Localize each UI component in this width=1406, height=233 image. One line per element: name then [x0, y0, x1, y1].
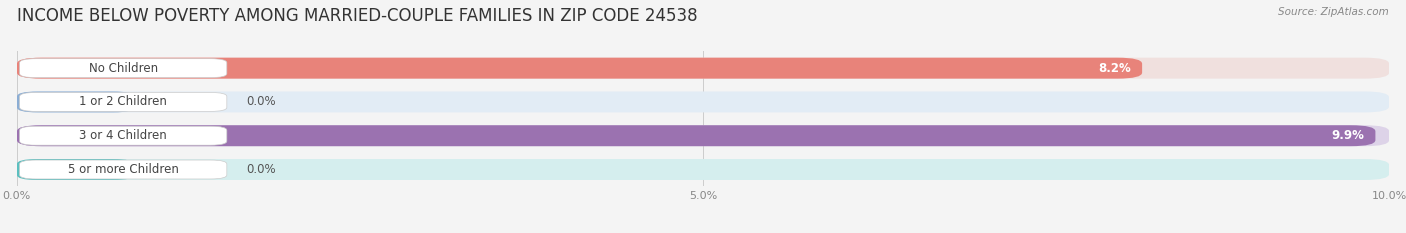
FancyBboxPatch shape	[17, 125, 1389, 146]
FancyBboxPatch shape	[17, 159, 134, 180]
Text: 9.9%: 9.9%	[1331, 129, 1364, 142]
Text: 0.0%: 0.0%	[246, 96, 276, 108]
Text: 8.2%: 8.2%	[1098, 62, 1132, 75]
FancyBboxPatch shape	[20, 126, 226, 145]
Text: 5 or more Children: 5 or more Children	[67, 163, 179, 176]
FancyBboxPatch shape	[17, 58, 1142, 79]
FancyBboxPatch shape	[20, 59, 226, 78]
Text: INCOME BELOW POVERTY AMONG MARRIED-COUPLE FAMILIES IN ZIP CODE 24538: INCOME BELOW POVERTY AMONG MARRIED-COUPL…	[17, 7, 697, 25]
Text: 1 or 2 Children: 1 or 2 Children	[79, 96, 167, 108]
Text: 3 or 4 Children: 3 or 4 Children	[79, 129, 167, 142]
FancyBboxPatch shape	[17, 92, 1389, 112]
Text: Source: ZipAtlas.com: Source: ZipAtlas.com	[1278, 7, 1389, 17]
Text: 0.0%: 0.0%	[246, 163, 276, 176]
FancyBboxPatch shape	[20, 160, 226, 179]
FancyBboxPatch shape	[17, 58, 1389, 79]
FancyBboxPatch shape	[17, 159, 1389, 180]
FancyBboxPatch shape	[17, 125, 1375, 146]
Text: No Children: No Children	[89, 62, 157, 75]
FancyBboxPatch shape	[20, 93, 226, 111]
FancyBboxPatch shape	[17, 92, 134, 112]
